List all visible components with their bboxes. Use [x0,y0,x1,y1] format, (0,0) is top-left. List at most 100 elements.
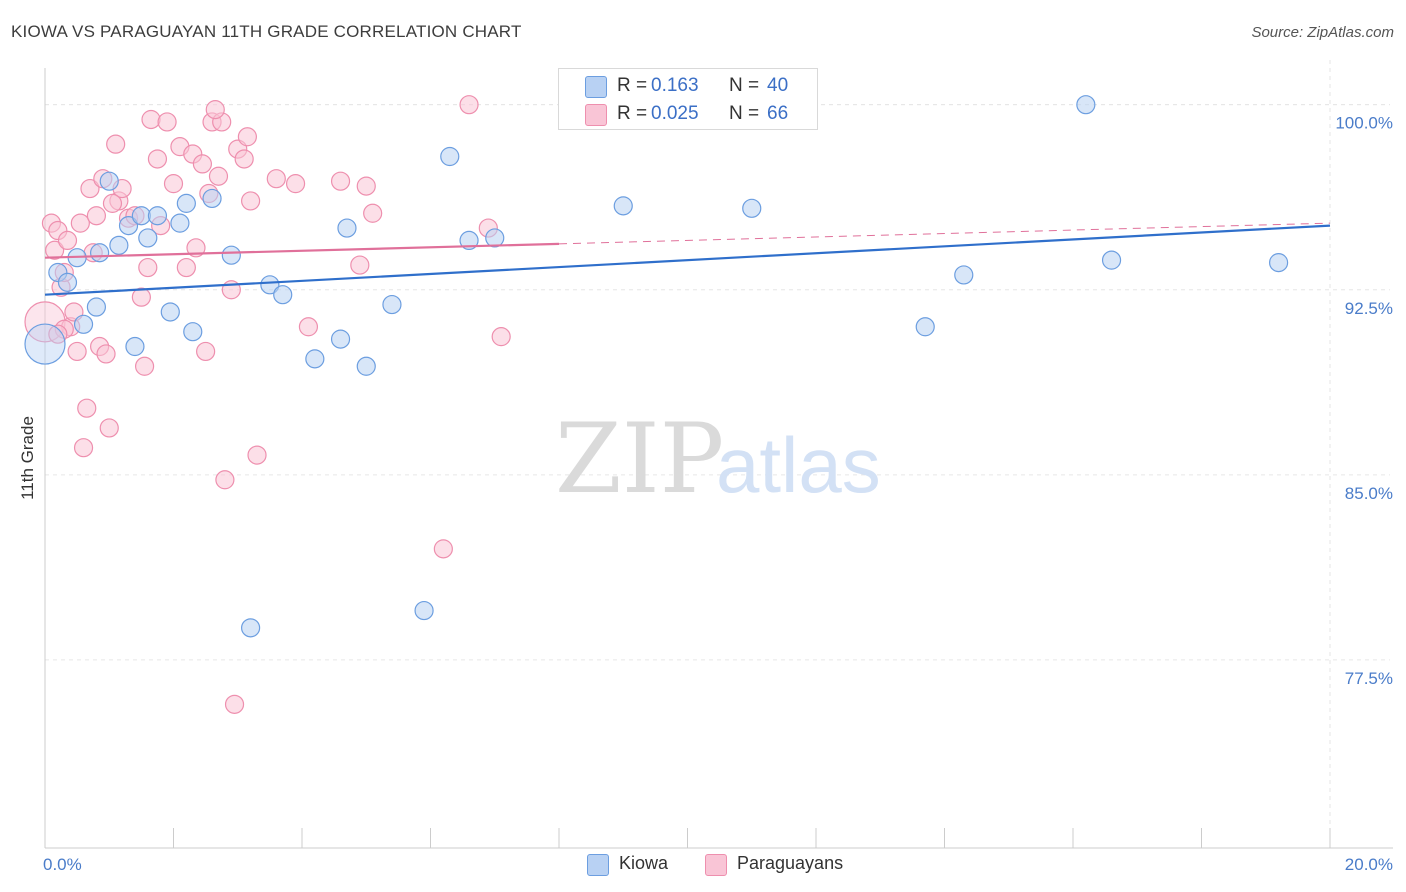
legend-row-kiowa: R = 0.163 N = 40 [559,72,817,100]
paraguayans-point [48,324,68,344]
paraguayans-point [234,149,254,169]
paraguayans-point [205,100,225,120]
series-legend: Kiowa Paraguayans [0,852,1406,878]
kiowa-point [125,336,145,357]
kiowa-point [260,275,280,295]
paraguayans-point [192,154,213,174]
paraguayans-point [330,171,351,191]
kiowa-swatch [585,76,607,98]
axis-layer [44,68,1393,849]
r-label: R = [617,75,648,96]
kiowa-point [202,188,222,209]
paraguayans-point [96,344,116,364]
paraguayans-point [99,418,119,438]
paraguayans-swatch [585,104,607,126]
paraguayans-point [363,203,383,223]
kiowa-point [176,193,196,213]
kiowa-point [382,294,402,315]
kiowa-point [954,265,974,285]
kiowa-point [86,297,107,317]
kiowa-point [1076,95,1096,115]
n-value: 66 [767,103,789,124]
paraguayans-point [266,169,286,189]
kiowa-point [57,272,78,292]
paraguayans-point [134,356,155,376]
paraguayans-point [298,317,319,337]
paraguayans-point [237,127,257,147]
y-tick-label: 92.5% [1345,299,1393,318]
paraguayans-point [163,174,184,194]
y-tick-label: 100.0% [1335,114,1393,133]
kiowa-point [138,228,158,248]
paraguayans-trend-line [44,242,560,259]
legend-row-paraguayans: R = 0.025 N = 66 [559,100,817,128]
kiowa-point [90,243,110,263]
kiowa-point [118,215,139,236]
paraguayans-point [176,257,196,278]
kiowa-point [356,356,376,376]
paraguayans-point [491,327,511,347]
paraguayans-point [247,445,267,465]
kiowa-point [337,218,357,238]
kiowa-point [273,285,293,305]
y-tick-label: 85.0% [1345,484,1393,503]
kiowa-trend-line [44,224,1331,296]
paraguayans-point [224,694,245,714]
paraguayans-point [196,341,216,362]
kiowa-point [742,198,762,218]
y-axis-label: 11th Grade [18,416,37,500]
kiowa-point [1268,253,1289,273]
chart-title: KIOWA VS PARAGUAYAN 11TH GRADE CORRELATI… [11,22,522,41]
stats-legend: R = 0.163 N = 40 R = 0.025 N = 66 [558,68,818,130]
paraguayans-point [106,134,126,154]
paraguayans-point [77,398,97,418]
paraguayans-point [45,240,65,260]
kiowa-swatch [587,854,609,876]
paraguayans-point [208,166,229,186]
kiowa-point [183,322,203,342]
paraguayans-point [433,539,453,559]
x-tick-label: 0.0% [43,855,82,874]
watermark-zip: ZIP [555,403,724,515]
paraguayans-point [285,174,306,194]
kiowa-point [221,245,241,265]
paraguayans-trend-extension [558,222,1331,245]
kiowa-point [170,213,190,233]
kiowa-point [73,314,94,334]
n-label: N = [729,75,760,96]
kiowa-point [485,228,505,248]
kiowa-point [613,196,633,216]
tick-labels: 100.0% 92.5% 85.0% 77.5% 0.0% 20.0% [43,114,1393,874]
paraguayans-point [157,112,177,132]
kiowa-point [414,600,434,621]
kiowa-point [1101,250,1122,270]
legend-label: Kiowa [619,853,669,873]
r-value: 0.163 [651,75,699,96]
paraguayans-point [147,149,168,169]
paraguayans-point [138,257,158,278]
trend-lines [44,222,1331,296]
kiowa-point [147,206,168,226]
paraguayans-point [215,470,235,490]
kiowa-point [99,171,119,191]
n-label: N = [729,103,760,124]
kiowa-point [305,349,325,369]
paraguayans-point [80,178,100,199]
kiowa-point [24,323,66,365]
y-tick-label: 77.5% [1345,669,1393,688]
kiowa-point [241,618,261,638]
paraguayans-point [131,287,151,307]
x-tick-label: 20.0% [1345,855,1393,874]
paraguayans-point [241,191,261,211]
n-value: 40 [767,75,789,96]
kiowa-point [160,302,180,322]
paraguayans-point [67,341,87,362]
r-value: 0.025 [651,103,699,124]
paraguayans-point [86,206,107,226]
source-label: Source: ZipAtlas.com [1251,24,1394,41]
kiowa-point [459,230,479,251]
paraguayans-point [57,230,78,251]
paraguayans-point [102,193,123,213]
paraguayans-point [350,255,370,275]
